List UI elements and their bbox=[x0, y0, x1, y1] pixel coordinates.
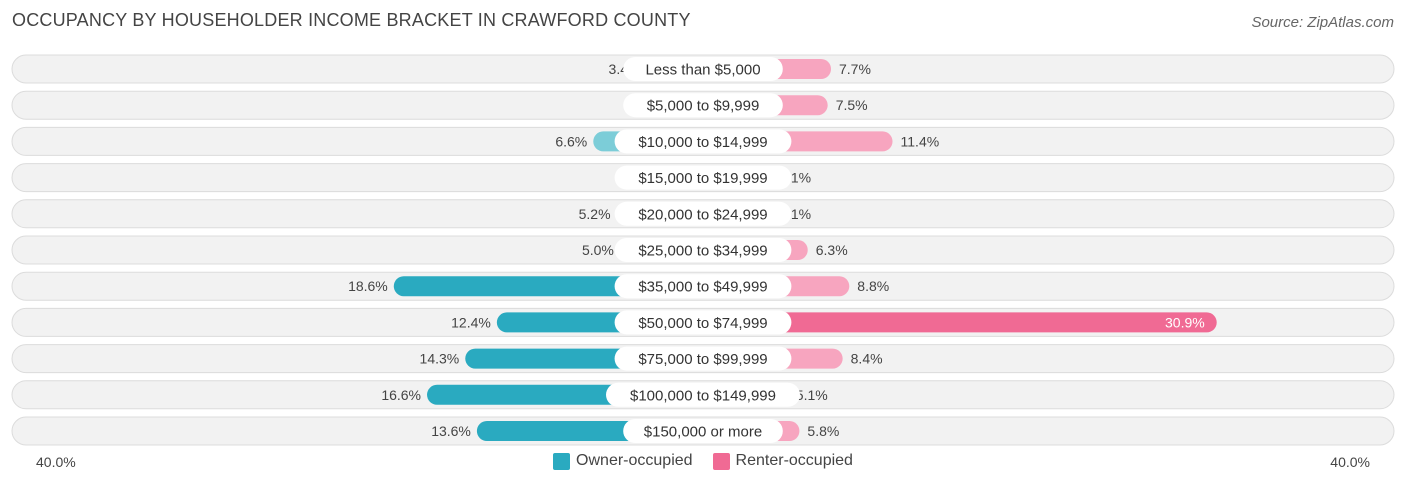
category-label: $25,000 to $34,999 bbox=[638, 243, 767, 260]
label-owner-occupied: 18.6% bbox=[348, 278, 388, 294]
label-renter-occupied: 7.7% bbox=[839, 61, 871, 77]
category-label: $75,000 to $99,999 bbox=[638, 351, 767, 368]
category-label: $150,000 or more bbox=[644, 424, 762, 441]
category-pill bbox=[614, 346, 792, 371]
category-pill bbox=[614, 165, 792, 190]
category-pill bbox=[614, 310, 792, 335]
legend: Owner-occupied Renter-occupied bbox=[0, 452, 1406, 470]
label-owner-occupied: 6.6% bbox=[555, 133, 587, 149]
label-renter-occupied: 7.5% bbox=[836, 97, 868, 113]
legend-label-renter: Renter-occupied bbox=[735, 452, 853, 469]
category-pill bbox=[614, 201, 792, 226]
category-label: $5,000 to $9,999 bbox=[647, 98, 760, 115]
label-renter-occupied: 5.1% bbox=[796, 387, 828, 403]
label-owner-occupied: 5.0% bbox=[582, 242, 614, 258]
label-owner-occupied: 16.6% bbox=[381, 387, 421, 403]
label-renter-occupied: 5.8% bbox=[807, 423, 839, 439]
category-pill bbox=[623, 419, 783, 443]
category-label: $100,000 to $149,999 bbox=[630, 387, 776, 404]
category-label: $10,000 to $14,999 bbox=[638, 134, 767, 151]
chart-source: Source: ZipAtlas.com bbox=[1251, 14, 1394, 31]
legend-label-owner: Owner-occupied bbox=[576, 452, 693, 469]
category-label: $35,000 to $49,999 bbox=[638, 279, 767, 296]
label-owner-occupied: 5.2% bbox=[579, 206, 611, 222]
category-label: $50,000 to $74,999 bbox=[638, 315, 767, 332]
legend-swatch-renter bbox=[712, 452, 730, 470]
label-renter-occupied: 8.8% bbox=[857, 278, 889, 294]
chart-plot: 3.4%7.7%Less than $5,0002.3%7.5%$5,000 t… bbox=[11, 54, 1395, 446]
category-label: $20,000 to $24,999 bbox=[638, 206, 767, 223]
category-pill bbox=[623, 57, 783, 81]
axis-right-label: 40.0% bbox=[1330, 454, 1370, 470]
legend-item-owner: Owner-occupied bbox=[553, 452, 693, 470]
category-pill bbox=[614, 238, 792, 262]
legend-item-renter: Renter-occupied bbox=[712, 452, 853, 470]
category-label: $15,000 to $19,999 bbox=[638, 170, 767, 187]
chart-title: OCCUPANCY BY HOUSEHOLDER INCOME BRACKET … bbox=[12, 10, 691, 30]
label-renter-occupied: 8.4% bbox=[851, 351, 883, 367]
category-pill bbox=[614, 129, 792, 154]
label-renter-occupied: 6.3% bbox=[816, 242, 848, 258]
label-renter-occupied: 30.9% bbox=[1165, 314, 1205, 330]
legend-swatch-owner bbox=[553, 452, 571, 470]
label-renter-occupied: 11.4% bbox=[901, 133, 940, 149]
category-label: Less than $5,000 bbox=[645, 62, 760, 79]
label-owner-occupied: 12.4% bbox=[451, 314, 491, 330]
bar-renter-occupied bbox=[693, 312, 1217, 333]
axis-left-label: 40.0% bbox=[36, 454, 76, 470]
category-pill bbox=[614, 274, 792, 299]
label-owner-occupied: 13.6% bbox=[431, 423, 471, 439]
label-owner-occupied: 14.3% bbox=[420, 351, 460, 367]
category-pill bbox=[623, 93, 783, 118]
category-pill bbox=[606, 382, 800, 407]
